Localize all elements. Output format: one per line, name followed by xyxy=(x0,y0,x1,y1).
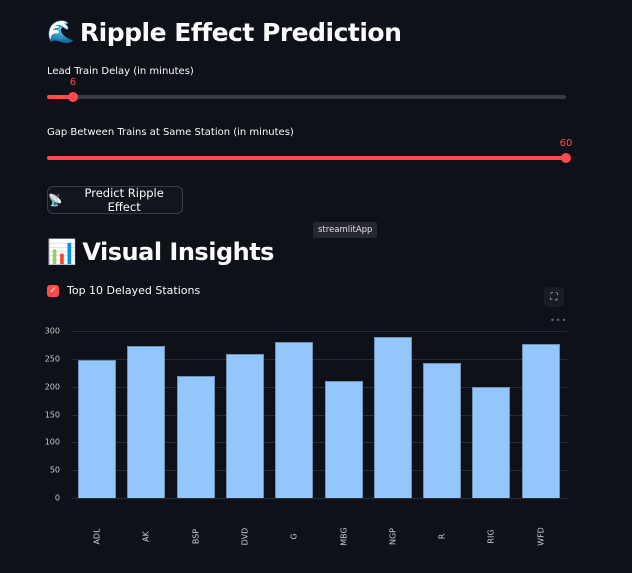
x-tick-label: BSP xyxy=(191,528,201,545)
bar[interactable] xyxy=(472,387,511,498)
gridline xyxy=(72,414,567,416)
top-delayed-checkbox[interactable]: ✓ Top 10 Delayed Stations xyxy=(47,284,200,297)
gridline xyxy=(72,358,567,360)
gap-label: Gap Between Trains at Same Station (in m… xyxy=(47,127,294,138)
slider-fill xyxy=(47,156,566,160)
bar[interactable] xyxy=(176,376,215,498)
checkbox-checked-icon[interactable]: ✓ xyxy=(47,284,59,297)
bar[interactable] xyxy=(423,363,462,498)
x-tick-label: WFD xyxy=(536,527,546,546)
bar[interactable] xyxy=(373,337,412,498)
slider-thumb[interactable] xyxy=(561,153,571,163)
slider-thumb[interactable] xyxy=(67,92,78,102)
slider-fill xyxy=(47,95,73,99)
slider-value: 6 xyxy=(69,77,77,88)
lead-delay-label: Lead Train Delay (in minutes) xyxy=(47,66,194,77)
checkbox-label: Top 10 Delayed Stations xyxy=(67,284,201,297)
x-tick-label: R xyxy=(437,533,447,540)
bar-chart-icon: 📊 xyxy=(47,238,77,266)
y-tick-label: 150 xyxy=(44,410,60,419)
wave-icon: 🌊 xyxy=(47,20,74,45)
page-title-text: Ripple Effect Prediction xyxy=(79,18,402,47)
more-options-icon[interactable]: ••• xyxy=(550,316,568,325)
bar[interactable] xyxy=(127,346,166,498)
predict-ripple-button[interactable]: 📡 Predict Ripple Effect xyxy=(47,186,183,214)
gridline xyxy=(72,331,567,332)
y-tick-label: 0 xyxy=(54,493,60,503)
x-tick-label: RIG xyxy=(486,529,496,544)
predict-button-label: Predict Ripple Effect xyxy=(84,186,164,214)
gridline xyxy=(72,498,567,499)
tooltip: streamlitApp xyxy=(313,222,378,238)
bar[interactable] xyxy=(78,359,116,498)
section-heading: 📊 Visual Insights xyxy=(47,238,274,266)
y-tick-label: 300 xyxy=(44,326,60,336)
y-tick-label: 100 xyxy=(44,437,60,447)
bar[interactable] xyxy=(275,342,314,498)
bar[interactable] xyxy=(225,353,264,498)
satellite-icon: 📡 xyxy=(48,193,63,207)
section-heading-text: Visual Insights xyxy=(82,238,274,266)
x-tick-label: MBG xyxy=(339,527,348,546)
gridline xyxy=(72,470,567,472)
bar[interactable] xyxy=(324,381,363,498)
y-tick-label: 50 xyxy=(49,465,60,475)
gridline xyxy=(72,386,567,388)
x-tick-label: ADL xyxy=(92,528,102,545)
page-title: 🌊 Ripple Effect Prediction xyxy=(47,18,402,47)
x-tick-label: G xyxy=(289,533,299,540)
gap-slider[interactable]: 60 xyxy=(47,138,572,163)
x-tick-label: DVD xyxy=(240,527,250,546)
y-tick-label: 250 xyxy=(44,354,60,364)
x-tick-label: AK xyxy=(141,531,151,542)
lead-delay-slider[interactable]: 6 xyxy=(47,77,566,102)
slider-value: 60 xyxy=(559,138,573,149)
bar[interactable] xyxy=(521,344,560,498)
x-tick-label: NGP xyxy=(388,527,398,546)
gridline xyxy=(72,442,567,444)
fullscreen-icon[interactable]: ⛶ xyxy=(544,287,564,307)
bar-chart: 0 50 100 150 200 250 300 ADL AK BSP DVD G MBG NGP R RIG… xyxy=(0,320,632,573)
y-tick-label: 200 xyxy=(44,382,60,392)
